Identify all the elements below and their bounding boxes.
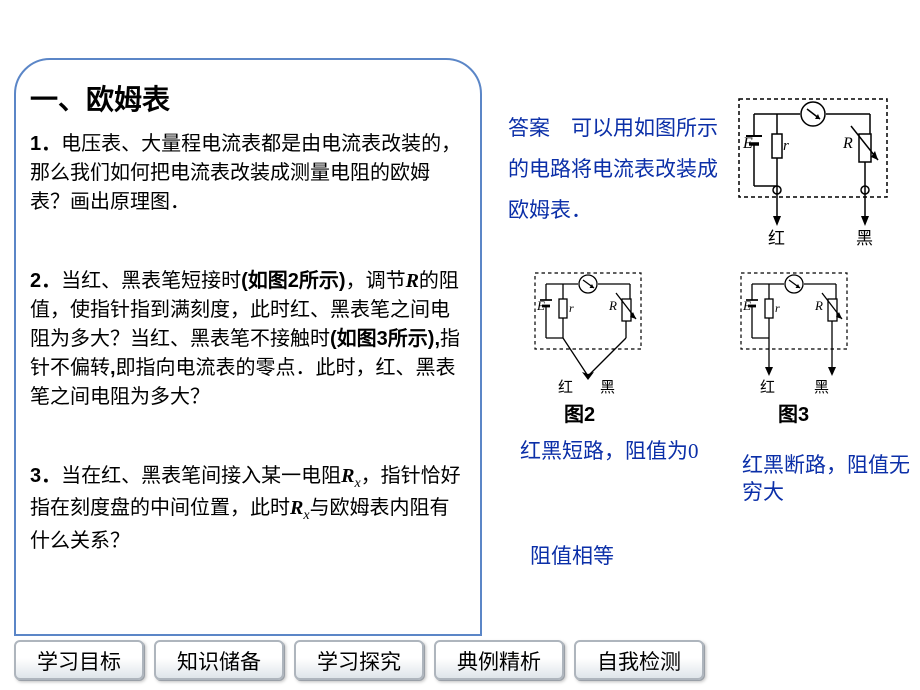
svg-text:r: r <box>775 301 780 315</box>
question-2: 2．当红、黑表笔短接时(如图2所示)，调节R的阻值，使指针指到满刻度，此时红、黑… <box>30 267 466 412</box>
q3-rx1: R <box>341 465 354 487</box>
answer-1: 答案 可以用如图所示的电路将电流表改装成欧姆表． <box>508 108 724 231</box>
svg-text:r: r <box>783 138 789 154</box>
nav-explore[interactable]: 学习探究 <box>294 640 424 680</box>
svg-text:E: E <box>536 298 545 313</box>
answer-2b: 红黑断路，阻值无穷大 <box>742 452 912 507</box>
q2-f: (如图3所示), <box>330 328 440 350</box>
nav-goals[interactable]: 学习目标 <box>14 640 144 680</box>
q3-rx2: R <box>290 497 303 519</box>
q2-c: ，调节 <box>346 270 406 292</box>
svg-text:E: E <box>742 298 751 313</box>
section-title: 一、欧姆表 <box>30 78 466 118</box>
nav-selftest[interactable]: 自我检测 <box>574 640 704 680</box>
nav-examples[interactable]: 典例精析 <box>434 640 564 680</box>
question-3: 3．当在红、黑表笔间接入某一电阻Rx，指针恰好指在刻度盘的中间位置，此时Rx与欧… <box>30 462 466 556</box>
svg-text:黑: 黑 <box>814 380 829 396</box>
question-1: 1．电压表、大量程电流表都是由电流表改装的，那么我们如何把电流表改装成测量电阻的… <box>30 130 466 217</box>
answer-2a: 红黑短路，阻值为0 <box>520 438 710 465</box>
figure-3: E r R 红 黑 <box>740 272 848 401</box>
svg-text:R: R <box>608 298 617 313</box>
q2-a: 当红、黑表笔短接时 <box>61 270 241 292</box>
figure-1: E r R 红 黑 <box>738 98 888 253</box>
q1-num: 1． <box>30 133 61 155</box>
figure-2: E r R 红 黑 <box>534 272 642 401</box>
svg-text:R: R <box>842 135 853 152</box>
svg-text:E: E <box>742 135 753 152</box>
q2-d: R <box>406 270 419 292</box>
svg-text:黑: 黑 <box>856 229 873 248</box>
svg-text:黑: 黑 <box>600 380 615 396</box>
q1-text: 电压表、大量程电流表都是由电流表改装的，那么我们如何把电流表改装成测量电阻的欧姆… <box>30 133 461 213</box>
content-panel: 一、欧姆表 1．电压表、大量程电流表都是由电流表改装的，那么我们如何把电流表改装… <box>14 58 482 636</box>
q2-b: (如图2所示) <box>241 270 345 292</box>
q3-num: 3． <box>30 465 61 487</box>
svg-text:r: r <box>569 301 574 315</box>
nav-knowledge[interactable]: 知识储备 <box>154 640 284 680</box>
q2-num: 2． <box>30 270 61 292</box>
slide: 一、欧姆表 1．电压表、大量程电流表都是由电流表改装的，那么我们如何把电流表改装… <box>0 0 920 690</box>
svg-text:R: R <box>814 298 823 313</box>
nav-bar: 学习目标 知识储备 学习探究 典例精析 自我检测 <box>14 640 704 680</box>
svg-text:红: 红 <box>768 229 785 248</box>
answer-3: 阻值相等 <box>530 540 614 570</box>
figure-3-caption: 图3 <box>778 398 809 427</box>
figure-2-caption: 图2 <box>564 398 595 427</box>
svg-text:红: 红 <box>558 379 573 396</box>
svg-text:红: 红 <box>760 379 775 396</box>
q3-a: 当在红、黑表笔间接入某一电阻 <box>61 465 341 487</box>
